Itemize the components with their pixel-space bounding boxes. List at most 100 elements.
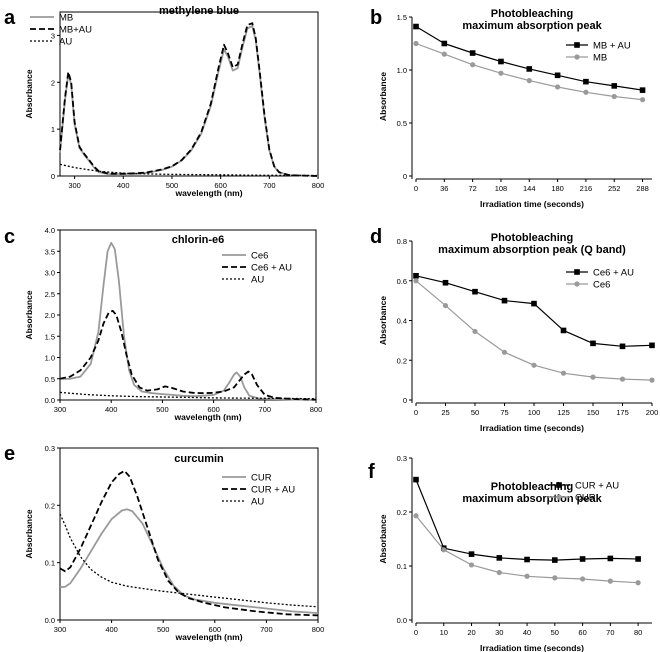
panel-label-d: d xyxy=(370,226,382,248)
x-tick-label: 10 xyxy=(440,628,448,637)
x-tick-label: 75 xyxy=(500,408,508,417)
y-tick-label: 2.5 xyxy=(45,290,55,299)
chart-title: curcumin xyxy=(174,453,224,465)
y-tick-label: 0.1 xyxy=(45,559,55,568)
x-tick-label: 288 xyxy=(636,184,649,193)
data-point-mb-au xyxy=(611,83,618,89)
data-point-mb-au xyxy=(583,78,589,85)
data-point-ce6-au xyxy=(649,342,655,349)
chart-chlorin-e6: 300 400 500 600 700 800 0.0 0.5 1.0 1.5 2.0 2.5 3.0 3… xyxy=(24,226,322,422)
legend-label-cur-au: CUR + AU xyxy=(575,481,619,492)
data-point-cur xyxy=(524,573,530,579)
data-point-mb-au xyxy=(413,23,419,30)
data-point-ce6-au xyxy=(472,288,478,295)
chart-title: Photobleaching xyxy=(491,232,574,244)
data-point-ce6 xyxy=(531,362,537,368)
y-tick-label: 2.0 xyxy=(45,311,55,320)
data-point-ce6 xyxy=(472,328,478,335)
y-tick-label: 0 xyxy=(403,396,407,405)
x-axis-label: wavelength (nm) xyxy=(173,412,241,422)
x-tick-label: 180 xyxy=(551,184,564,193)
x-tick-label: 400 xyxy=(117,181,130,190)
x-tick-label: 80 xyxy=(634,628,642,637)
data-point-cur xyxy=(579,576,586,582)
legend-marker-cur-au xyxy=(556,482,562,488)
series-line-ce6 xyxy=(60,241,317,401)
y-tick-label: 0.0 xyxy=(45,396,55,405)
legend-label-cur-au: CUR + AU xyxy=(251,485,295,496)
data-point-ce6 xyxy=(560,370,567,376)
panel-label-e: e xyxy=(4,443,15,465)
x-tick-label: 500 xyxy=(166,181,179,190)
data-point-ce6 xyxy=(590,374,596,380)
y-axis-label: Absorbance xyxy=(24,69,34,118)
y-tick-label: 2 xyxy=(51,78,55,87)
chart-title: Photobleaching xyxy=(491,481,574,493)
y-tick-label: 0.6 xyxy=(397,277,407,286)
chart-title: methylene blue xyxy=(159,5,239,17)
chart-methylene-blue: 300 400 500 600 700 800 0 1 2 3 wavelength (nm) Abs… xyxy=(24,5,324,198)
panel-label-a: a xyxy=(4,7,16,29)
chart-mb-photobleaching: 0 36 72 108 144 180 216 252 288 0 0.5 1.0 1.5 Irradia… xyxy=(378,8,652,209)
panel-label-b: b xyxy=(370,7,382,29)
x-axis-label: Irradiation time (seconds) xyxy=(480,423,584,433)
y-tick-label: 4.0 xyxy=(45,226,55,235)
plot-frame xyxy=(59,11,319,177)
panel-f: f 0 10 20 30 40 50 60 70 80 0.0 0.1 0.2 0.3 Irradiati… xyxy=(368,454,652,652)
x-tick-label: 500 xyxy=(156,405,169,414)
data-point-cur-au xyxy=(552,557,558,563)
legend-label-mb: MB xyxy=(593,53,607,64)
legend-label-mb-au: MB + AU xyxy=(593,41,631,52)
x-tick-label: 600 xyxy=(209,625,222,634)
data-point-ce6-au xyxy=(413,272,419,279)
legend-label-cur: CUR xyxy=(575,493,596,504)
data-point-mb-au xyxy=(498,58,504,65)
x-tick-label: 125 xyxy=(557,408,570,417)
x-axis-label: Irradiation time (seconds) xyxy=(480,643,584,652)
y-axis-label: Absorbance xyxy=(24,509,34,558)
data-point-mb-au xyxy=(526,66,533,72)
legend-marker-ce6 xyxy=(574,281,580,287)
x-tick-label: 700 xyxy=(260,625,273,634)
data-point-cur xyxy=(468,562,475,568)
chart-subtitle: maximum absorption peak (Q band) xyxy=(438,244,626,256)
x-tick-label: 50 xyxy=(551,628,559,637)
y-tick-label: 0.5 xyxy=(397,119,407,128)
data-point-cur-au xyxy=(496,555,503,561)
legend-label-mb-au: MB+AU xyxy=(59,25,92,36)
x-tick-label: 108 xyxy=(495,184,508,193)
data-point-mb-au xyxy=(639,87,646,93)
legend-label-ce6-au: Ce6 + AU xyxy=(251,263,292,274)
x-tick-label: 0 xyxy=(414,628,418,637)
y-axis-label: Absorbance xyxy=(378,514,388,563)
x-tick-label: 144 xyxy=(523,184,536,193)
plot-frame xyxy=(59,447,319,621)
x-tick-label: 700 xyxy=(263,181,276,190)
chart-ce6-photobleaching: 0 25 50 75 100 125 150 175 200 0 0.2 0.4 0.6 0.8 Irrad… xyxy=(378,232,658,433)
data-point-mb xyxy=(441,51,447,57)
x-tick-label: 60 xyxy=(578,628,586,637)
series-line-cur xyxy=(59,508,319,614)
data-point-mb xyxy=(498,70,504,76)
chart-subtitle: maximum absorption peak xyxy=(462,20,602,32)
x-tick-label: 150 xyxy=(587,408,600,417)
panel-a: a 300 400 500 600 700 800 0 1 2 3 wavelength (nm) A… xyxy=(4,5,324,198)
series-line-ce6-au xyxy=(59,309,317,401)
x-tick-label: 25 xyxy=(441,408,449,417)
series-line-cur-au xyxy=(59,469,319,617)
data-point-cur xyxy=(607,578,613,584)
data-point-cur xyxy=(496,569,502,576)
y-tick-label: 0.5 xyxy=(45,375,55,384)
y-tick-label: 0.2 xyxy=(397,508,407,517)
legend-label-mb: MB xyxy=(59,13,73,24)
series-line-au xyxy=(59,163,319,177)
x-tick-label: 800 xyxy=(312,181,325,190)
data-point-mb-au xyxy=(554,72,561,79)
data-point-cur-au xyxy=(468,551,475,557)
legend-label-au: AU xyxy=(59,37,72,48)
x-tick-label: 800 xyxy=(312,625,325,634)
legend-label-ce6-au: Ce6 + AU xyxy=(593,268,634,279)
legend-label-cur: CUR xyxy=(251,473,272,484)
x-tick-label: 216 xyxy=(580,184,593,193)
